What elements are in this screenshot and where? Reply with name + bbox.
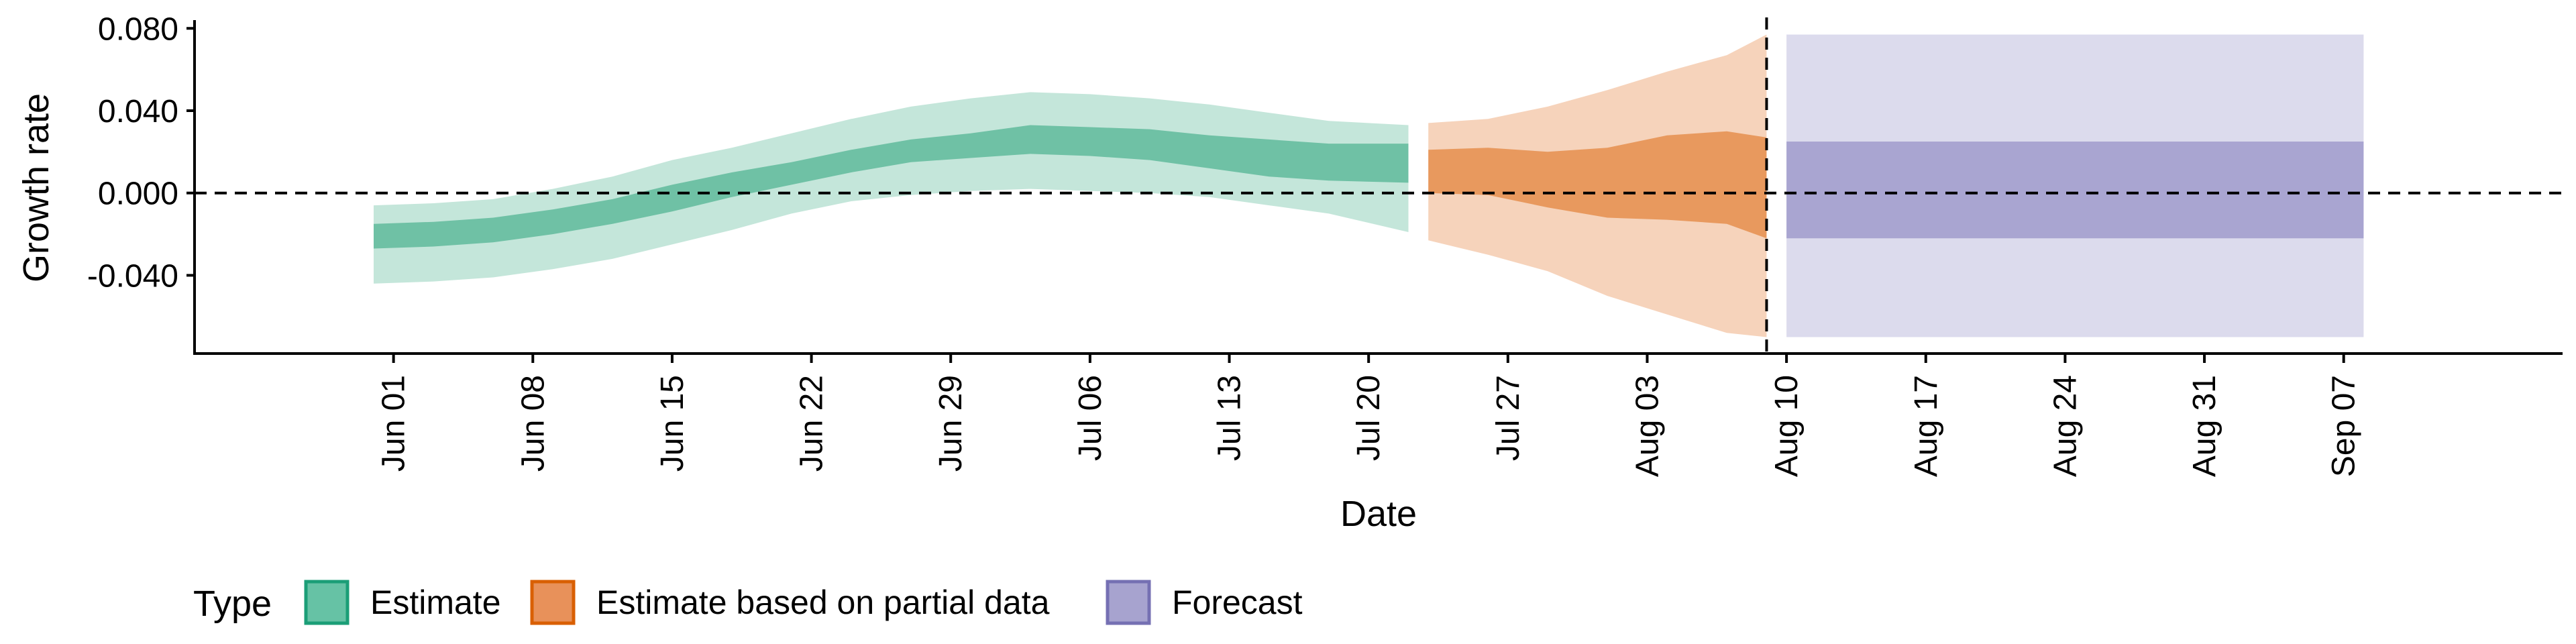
- legend: Type Estimate Estimate based on partial …: [193, 580, 1303, 625]
- y-tick-label: 0.080: [98, 11, 178, 47]
- legend-label-forecast: Forecast: [1172, 584, 1303, 621]
- x-tick-label: Jun 08: [515, 375, 551, 472]
- band-inner-estimate-based-on-partial-data: [1428, 131, 1767, 239]
- axes: [193, 20, 2563, 355]
- legend-label-estimate: Estimate: [370, 584, 501, 621]
- legend-label-partial: Estimate based on partial data: [596, 584, 1050, 621]
- x-tick-label: Jun 01: [376, 375, 412, 472]
- x-tick-label: Jul 27: [1491, 375, 1526, 461]
- x-tick-label: Aug 03: [1630, 375, 1666, 477]
- y-tick-label: 0.040: [98, 94, 178, 129]
- legend-swatch-estimate: [304, 580, 350, 625]
- x-tick-label: Sep 07: [2326, 375, 2362, 477]
- x-axis-title: Date: [1340, 494, 1417, 534]
- reference-lines: [195, 17, 2563, 354]
- x-tick-label: Jun 29: [933, 375, 969, 472]
- x-tick-label: Jul 06: [1073, 375, 1108, 461]
- x-tick-label: Jun 22: [794, 375, 830, 472]
- band-outer-estimate: [374, 92, 1409, 284]
- y-ticks: -0.040 0.000 0.040 0.080: [87, 11, 195, 294]
- x-tick-label: Aug 31: [2187, 375, 2222, 477]
- y-tick-label: -0.040: [87, 258, 178, 294]
- x-ticks: Jun 01 Jun 08 Jun 15 Jun 22 Jun 29 Jul 06 Jul …: [376, 354, 2362, 477]
- x-tick-label: Aug 24: [2047, 375, 2083, 477]
- band-inner-estimate: [374, 125, 1409, 249]
- x-tick-label: Jul 20: [1351, 375, 1387, 461]
- legend-swatch-partial: [530, 580, 576, 625]
- x-tick-label: Aug 17: [1909, 375, 1944, 477]
- ribbon-bands: [374, 34, 2364, 337]
- legend-title: Type: [193, 584, 272, 624]
- y-tick-label: 0.000: [98, 176, 178, 212]
- x-tick-label: Jul 13: [1212, 375, 1248, 461]
- y-axis-title: Growth rate: [16, 93, 56, 282]
- x-tick-label: Jun 15: [655, 375, 690, 472]
- legend-swatch-forecast: [1106, 580, 1151, 625]
- band-inner-forecast: [1786, 142, 2364, 239]
- x-tick-label: Aug 10: [1769, 375, 1805, 477]
